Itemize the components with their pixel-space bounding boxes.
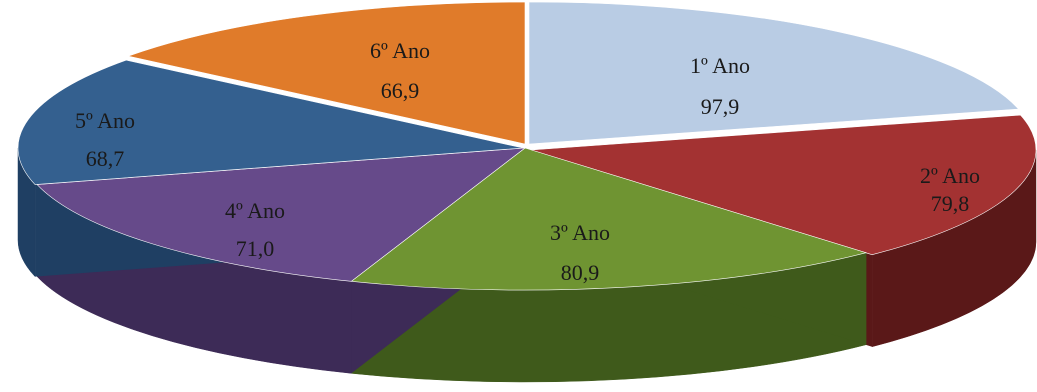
slice-label-value-6: 66,9 [381,78,420,103]
slice-label-category-2: 2º Ano [920,163,980,188]
slice-label-value-4: 71,0 [236,236,275,261]
pie-slice-2 [530,114,1037,256]
pie-slice-3 [350,147,868,291]
slice-label-category-6: 6º Ano [370,38,430,63]
slice-label-category-4: 4º Ano [225,198,285,223]
slice-label-value-5: 68,7 [86,146,125,171]
slice-label-value-3: 80,9 [561,260,600,285]
pie-slice-4 [36,147,526,282]
slice-label-value-1: 97,9 [701,94,740,119]
pie-slice-6 [127,1,526,145]
pie-tops-layer [17,1,1037,291]
pie-slice-1 [528,1,1020,145]
slice-label-category-3: 3º Ano [550,220,610,245]
pie-labels-layer: 1º Ano 97,9 2º Ano 79,8 3º Ano 80,9 4º Ano 71,0… [75,38,980,285]
slice-label-category-1: 1º Ano [690,53,750,78]
pie-slice-5 [17,59,524,185]
slice-label-value-2: 79,8 [931,191,970,216]
slice-label-category-5: 5º Ano [75,108,135,133]
